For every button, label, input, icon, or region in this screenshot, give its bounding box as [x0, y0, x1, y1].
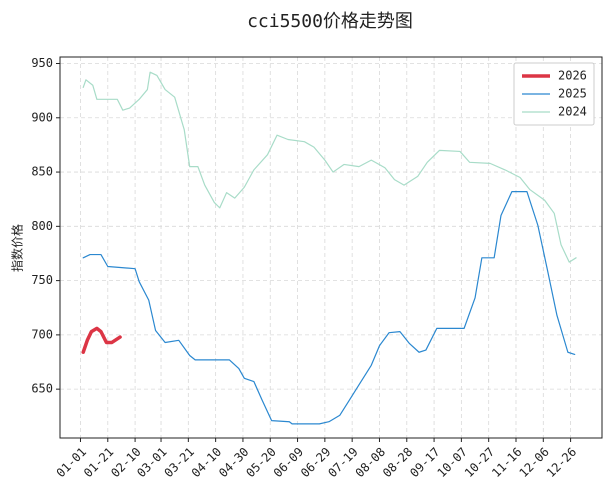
x-tick-label: 05-20 [243, 445, 278, 480]
y-tick-label: 800 [31, 219, 53, 233]
x-tick-label: 12-06 [516, 445, 551, 480]
x-tick-label: 03-01 [134, 445, 169, 480]
y-tick-label: 700 [31, 327, 53, 341]
x-tick-label: 07-19 [325, 445, 360, 480]
x-tick-label: 04-30 [216, 445, 251, 480]
legend-box [513, 62, 595, 126]
x-tick-label: 12-26 [544, 445, 579, 480]
x-tick-label: 09-17 [407, 445, 442, 480]
chart-title: cci5500价格走势图 [247, 11, 413, 32]
y-axis-label: 指数价格 [10, 224, 25, 272]
x-tick-label: 10-07 [435, 445, 470, 480]
data-line [82, 190, 576, 425]
legend-label: 2024 [558, 105, 587, 119]
legend-label: 2026 [558, 69, 587, 83]
x-tick-label: 01-21 [81, 445, 116, 480]
x-tick-label: 04-10 [189, 445, 224, 480]
y-tick-label: 750 [31, 273, 53, 287]
data-line [81, 326, 122, 354]
x-tick-label: 06-09 [271, 445, 306, 480]
data-line [82, 71, 577, 263]
x-tick-label: 03-21 [161, 445, 196, 480]
x-tick-label: 11-16 [489, 445, 524, 480]
x-tick-label: 06-29 [298, 445, 333, 480]
y-tick-label: 950 [31, 56, 53, 70]
legend-label: 2025 [558, 87, 587, 101]
y-tick-label: 650 [31, 382, 53, 396]
plot-frame [59, 56, 603, 439]
x-tick-label: 08-28 [380, 445, 415, 480]
x-tick-label: 08-08 [353, 445, 388, 480]
y-tick-label: 850 [31, 165, 53, 179]
x-tick-label: 10-27 [462, 445, 497, 480]
y-tick-label: 900 [31, 110, 53, 124]
x-tick-label: 01-01 [54, 445, 89, 480]
